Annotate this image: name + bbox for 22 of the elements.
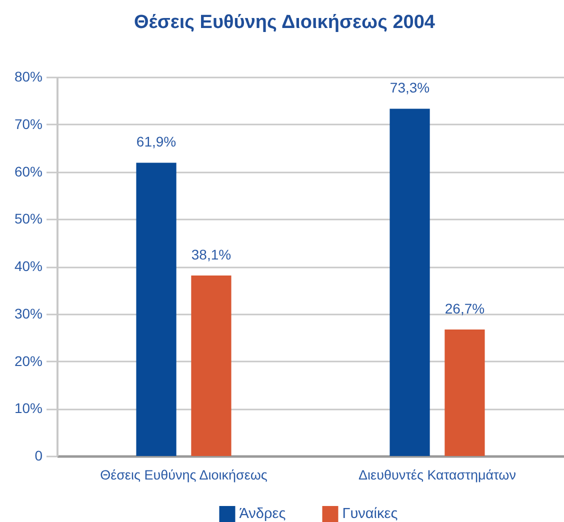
data-label: 26,7% (444, 300, 485, 317)
y-tick-label: 10% (14, 400, 42, 416)
data-label: 61,9% (136, 134, 176, 150)
y-tick-label: 40% (14, 258, 42, 274)
y-tick-label: 50% (14, 210, 42, 227)
legend-label: Άνδρες (239, 506, 286, 522)
bar (390, 108, 430, 456)
data-label: 38,1% (191, 246, 232, 262)
bar (444, 330, 485, 456)
legend-label: Γυναίκες (342, 506, 398, 522)
y-tick-label: 60% (14, 163, 42, 180)
y-tick-label: 30% (14, 305, 42, 322)
y-tick-label: 0 (34, 448, 43, 464)
y-tick-label: 80% (14, 68, 42, 84)
bar (136, 162, 176, 456)
x-tick-label: Διευθυντές Καταστημάτων (358, 468, 516, 482)
chart-title: Θέσεις Ευθύνης Διοικήσεως 2004 (134, 12, 436, 33)
y-tick-label: 20% (14, 352, 42, 369)
data-label: 73,3% (390, 80, 430, 96)
y-tick-label: 70% (14, 116, 42, 132)
x-tick-label: Θέσεις Ευθύνης Διοικήσεως (100, 468, 268, 482)
bar (191, 276, 232, 456)
